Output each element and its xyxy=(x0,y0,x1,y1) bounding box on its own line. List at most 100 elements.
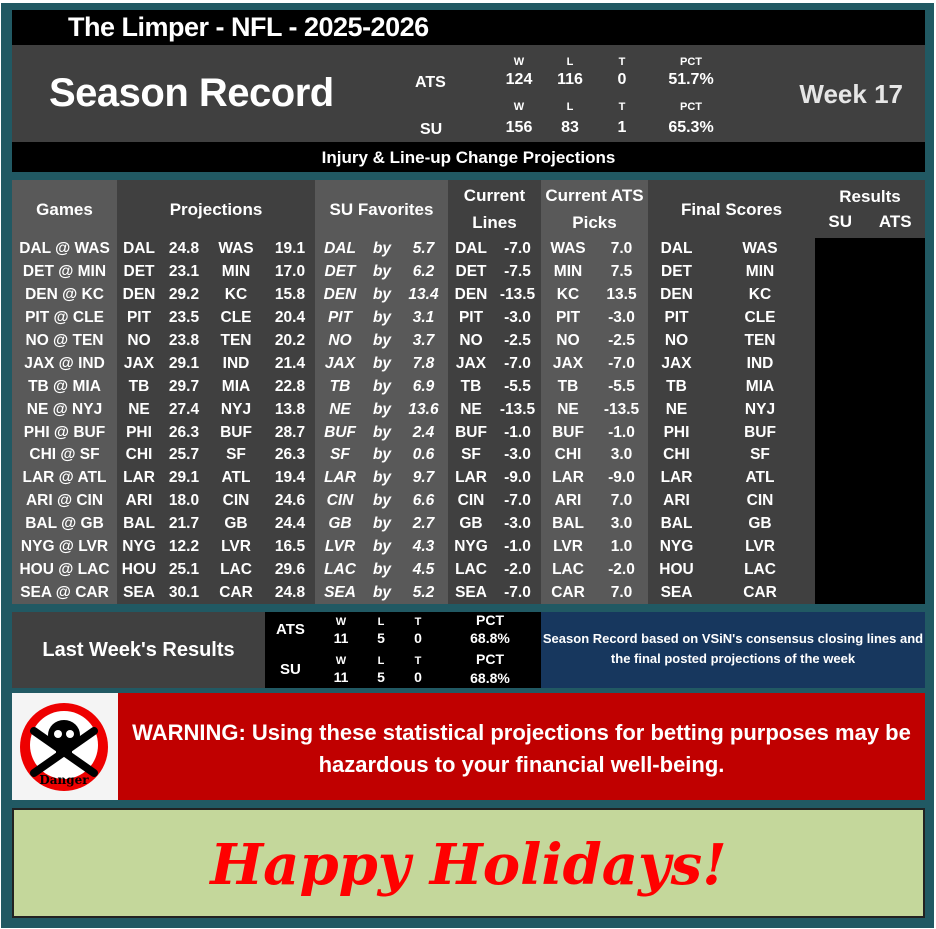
cell-results xyxy=(815,352,925,376)
cell-pick-line: 7.5 xyxy=(595,260,648,284)
cell-fav-team: GB xyxy=(315,512,365,536)
cell-line-team: LAR xyxy=(448,466,494,490)
lw-su-losses: 5 xyxy=(377,669,385,685)
cell-proj-home-score: 17.0 xyxy=(265,260,315,284)
cell-final-home: IND xyxy=(705,352,815,376)
cell-game: CHI @ SF xyxy=(12,444,117,467)
cell-fav-team: NO xyxy=(315,329,365,353)
cell-proj-home-score: 20.4 xyxy=(265,306,315,330)
lw-ats-pct-label: PCT xyxy=(476,612,504,628)
cell-proj-home-score: 13.8 xyxy=(265,398,315,422)
cell-final-away: DEN xyxy=(648,283,705,307)
cell-proj-home-team: IND xyxy=(207,352,265,376)
cell-fav-by: by xyxy=(365,489,399,513)
cell-pick-team: ARI xyxy=(541,489,595,513)
cell-pick-line: 7.0 xyxy=(595,489,648,513)
table-row: PIT @ CLE PIT 23.5 CLE 20.4 PIT by 3.1 PIT -3.0 PI… xyxy=(12,306,925,330)
cell-line-team: LAC xyxy=(448,558,494,582)
cell-final-home: LAC xyxy=(705,558,815,582)
cell-proj-home-team: BUF xyxy=(207,421,265,445)
cell-fav-by: by xyxy=(365,421,399,445)
cell-line-value: -7.5 xyxy=(494,260,541,284)
cell-fav-by: by xyxy=(365,535,399,559)
cell-line-value: -3.0 xyxy=(494,444,541,467)
table-row: BAL @ GB BAL 21.7 GB 24.4 GB by 2.7 GB -3.0 BAL 3.0… xyxy=(12,512,925,536)
cell-final-away: DET xyxy=(648,260,705,284)
cell-fav-by: by xyxy=(365,398,399,422)
cell-proj-home-team: CAR xyxy=(207,581,265,605)
cell-proj-away-team: SEA xyxy=(117,581,161,605)
su-ties: 1 xyxy=(617,119,627,136)
cell-proj-away-team: DAL xyxy=(117,238,161,261)
cell-proj-away-team: NYG xyxy=(117,535,161,559)
cell-final-home: CLE xyxy=(705,306,815,330)
cell-proj-away-team: JAX xyxy=(117,352,161,376)
danger-icon-text: Danger xyxy=(39,773,89,787)
lw-su-pct-label: PCT xyxy=(476,651,504,667)
cell-final-away: HOU xyxy=(648,558,705,582)
cell-pick-line: 3.0 xyxy=(595,444,648,467)
lw-su-w-label: W xyxy=(335,655,347,667)
cell-fav-by: by xyxy=(365,352,399,376)
header-ats-picks: Current ATS Picks xyxy=(541,180,648,238)
cell-fav-margin: 3.1 xyxy=(399,306,448,330)
cell-line-value: -1.0 xyxy=(494,421,541,445)
cell-line-value: -3.0 xyxy=(494,512,541,536)
header-current-lines: Current Lines xyxy=(448,180,541,238)
cell-results xyxy=(815,329,925,353)
table-row: TB @ MIA TB 29.7 MIA 22.8 TB by 6.9 TB -5.5 TB -5.5… xyxy=(12,375,925,399)
cell-proj-away-team: TB xyxy=(117,375,161,399)
cell-pick-line: 7.0 xyxy=(595,238,648,261)
cell-pick-team: BUF xyxy=(541,421,595,445)
cell-line-value: -2.0 xyxy=(494,558,541,582)
cell-proj-home-team: SF xyxy=(207,444,265,467)
cell-proj-home-team: LAC xyxy=(207,558,265,582)
cell-pick-line: 1.0 xyxy=(595,535,648,559)
cell-pick-line: -5.5 xyxy=(595,375,648,399)
header-final-scores: Final Scores xyxy=(648,180,815,238)
cell-final-away: NYG xyxy=(648,535,705,559)
table-row: CHI @ SF CHI 25.7 SF 26.3 SF by 0.6 SF -3.0 CHI 3.0… xyxy=(12,444,925,467)
cell-fav-by: by xyxy=(365,444,399,467)
cell-fav-team: LAR xyxy=(315,466,365,490)
cell-proj-away-score: 18.0 xyxy=(161,489,207,513)
cell-fav-by: by xyxy=(365,283,399,307)
lw-ats-wins: 11 xyxy=(333,630,349,646)
cell-final-away: TB xyxy=(648,375,705,399)
table-row: ARI @ CIN ARI 18.0 CIN 24.6 CIN by 6.6 CIN -7.0 AR… xyxy=(12,489,925,513)
cell-pick-team: MIN xyxy=(541,260,595,284)
cell-game: DAL @ WAS xyxy=(12,238,117,261)
cell-proj-away-score: 12.2 xyxy=(161,535,207,559)
su-t-label: T xyxy=(618,101,626,113)
lw-ats-ties: 0 xyxy=(414,630,422,646)
cell-proj-away-team: NO xyxy=(117,329,161,353)
cell-game: SEA @ CAR xyxy=(12,581,117,605)
cell-fav-team: CIN xyxy=(315,489,365,513)
cell-fav-team: PIT xyxy=(315,306,365,330)
lw-ats-l-label: L xyxy=(377,616,385,628)
cell-proj-away-score: 23.8 xyxy=(161,329,207,353)
cell-proj-away-score: 24.8 xyxy=(161,238,207,261)
cell-proj-away-team: PHI xyxy=(117,421,161,445)
last-week-label: Last Week's Results xyxy=(12,612,265,688)
cell-final-home: MIA xyxy=(705,375,815,399)
cell-proj-away-team: LAR xyxy=(117,466,161,490)
cell-pick-team: TB xyxy=(541,375,595,399)
ats-l-label: L xyxy=(566,56,574,68)
cell-fav-margin: 7.8 xyxy=(399,352,448,376)
ats-ties: 0 xyxy=(617,71,627,88)
cell-results xyxy=(815,466,925,490)
cell-line-team: JAX xyxy=(448,352,494,376)
lw-su-label: SU xyxy=(280,661,301,678)
cell-proj-home-team: MIA xyxy=(207,375,265,399)
cell-final-home: ATL xyxy=(705,466,815,490)
ats-w-label: W xyxy=(513,56,525,68)
su-wins: 156 xyxy=(505,119,533,136)
cell-game: DET @ MIN xyxy=(12,260,117,284)
cell-pick-line: 3.0 xyxy=(595,512,648,536)
cell-fav-margin: 0.6 xyxy=(399,444,448,467)
ats-label: ATS xyxy=(415,74,446,91)
section-subtitle: Injury & Line-up Change Projections xyxy=(12,142,925,172)
lw-su-pct: 68.8% xyxy=(470,670,510,686)
cell-line-value: -1.0 xyxy=(494,535,541,559)
